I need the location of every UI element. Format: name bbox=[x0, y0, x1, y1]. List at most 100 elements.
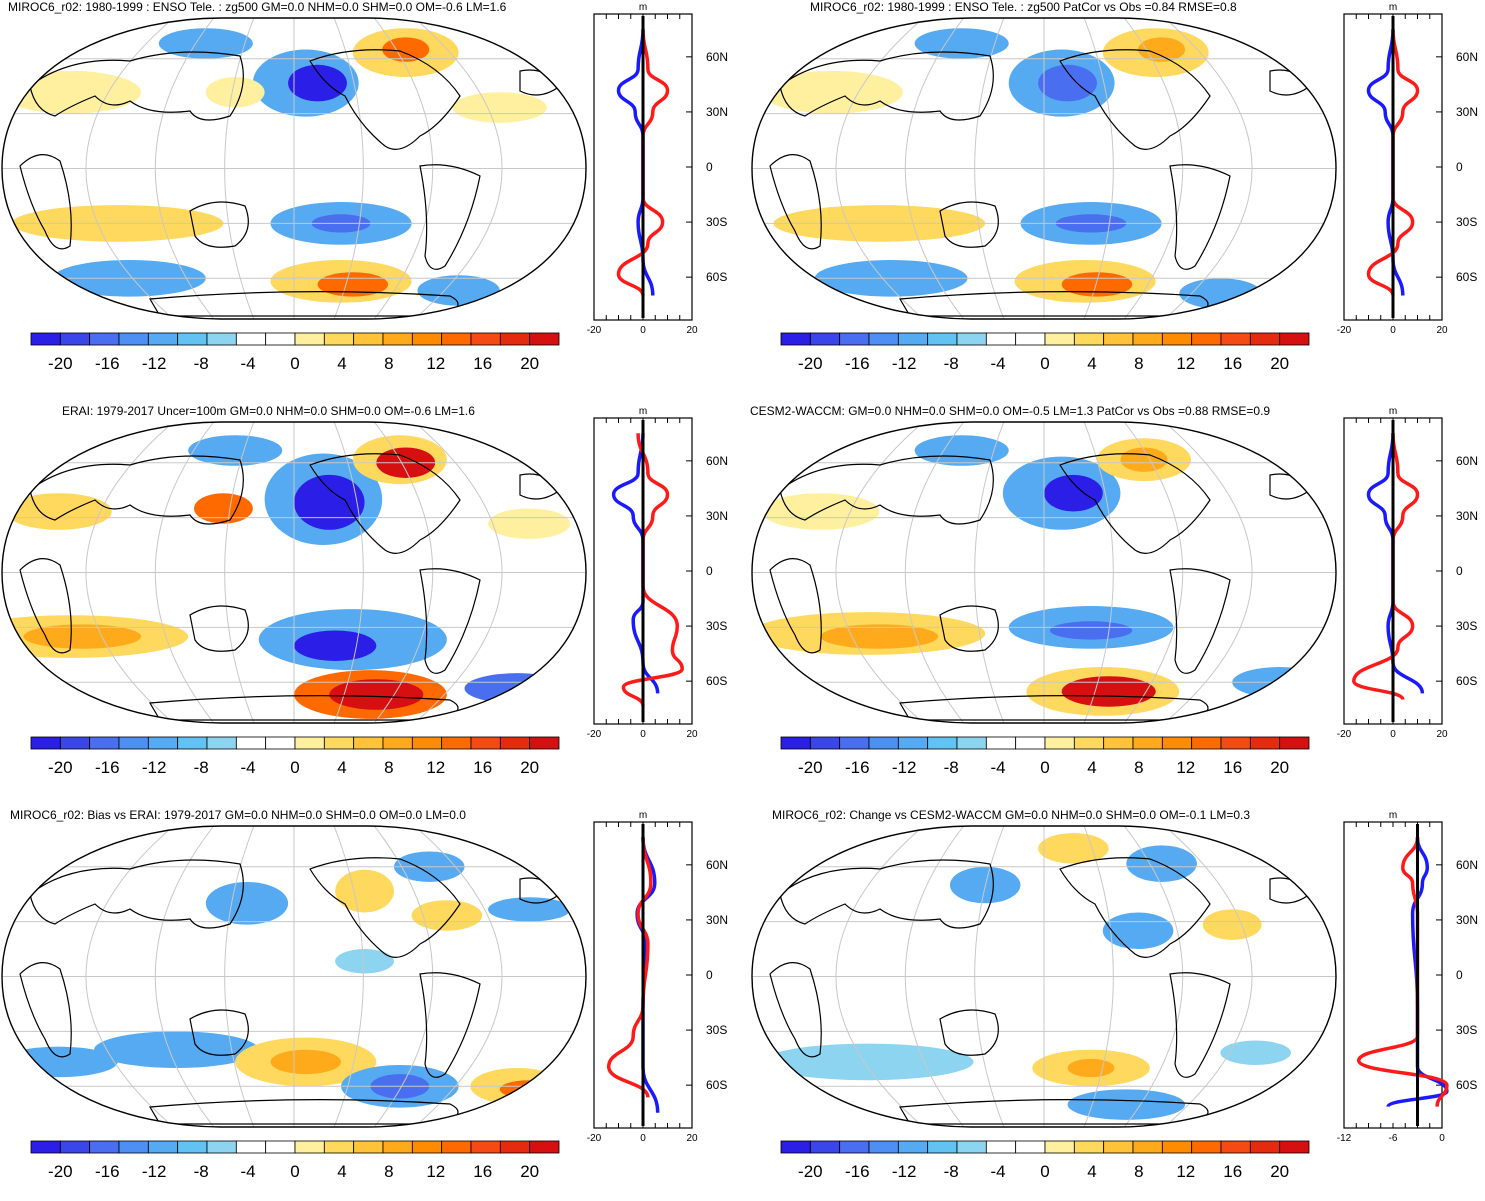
colorbar-swatch bbox=[1015, 736, 1046, 750]
coastline bbox=[189, 201, 249, 248]
anomaly-field bbox=[188, 435, 283, 466]
colorbar-swatch bbox=[294, 736, 325, 750]
colorbar-label: 12 bbox=[1176, 354, 1196, 373]
colorbar-swatch bbox=[147, 736, 179, 750]
lat-label: 30S bbox=[1456, 1023, 1477, 1037]
colorbar-swatch bbox=[353, 736, 384, 750]
anomaly-field bbox=[1102, 912, 1174, 950]
lat-label: 30N bbox=[1456, 509, 1478, 523]
lat-label: 60N bbox=[706, 858, 728, 872]
colorbar-label: -16 bbox=[844, 354, 870, 373]
colorbar-swatch bbox=[470, 736, 501, 750]
anomaly-field bbox=[488, 508, 571, 539]
colorbar-label: 4 bbox=[1087, 758, 1097, 777]
colorbar-swatch bbox=[206, 332, 237, 346]
panel-cesm2-waccm: CESM2-WACCM: GM=0.0 NHM=0.0 SHM=0.0 OM=-… bbox=[750, 404, 1485, 797]
coastline bbox=[1169, 568, 1231, 674]
coastline bbox=[779, 859, 994, 929]
colorbar-label: 20 bbox=[520, 354, 540, 373]
colorbar-swatch bbox=[411, 1140, 443, 1154]
anomaly-field bbox=[761, 1043, 974, 1081]
colorbar-swatch bbox=[1132, 1140, 1163, 1154]
profile-xtick: 0 bbox=[1390, 325, 1396, 336]
anomaly-field bbox=[488, 897, 571, 922]
coastline bbox=[769, 558, 822, 654]
colorbar-label: 20 bbox=[1270, 354, 1290, 373]
panel-miroc6-patcor: MIROC6_r02: 1980-1999 : ENSO Tele. : zg5… bbox=[750, 0, 1485, 393]
panel-change: MIROC6_r02: Change vs CESM2-WACCM GM=0.0… bbox=[750, 808, 1485, 1201]
colorbar-swatch bbox=[294, 1140, 325, 1154]
zonal-profile: m 60N 30N 0 30S 60S -12 -6 0 bbox=[1337, 810, 1478, 1144]
colorbar-swatch bbox=[30, 736, 61, 750]
coastline bbox=[19, 154, 72, 250]
colorbar-swatch bbox=[118, 332, 149, 346]
lat-label: 30N bbox=[706, 913, 728, 927]
profile-unit: m bbox=[1389, 406, 1397, 417]
colorbar-label: -12 bbox=[891, 1162, 917, 1181]
panel-title: ERAI: 1979-2017 Uncer=100m GM=0.0 NHM=0.… bbox=[62, 404, 475, 418]
coastline bbox=[779, 455, 994, 525]
coastline bbox=[1059, 453, 1211, 554]
anomaly-field bbox=[1049, 621, 1133, 640]
lat-label: 0 bbox=[706, 564, 713, 578]
lat-label: 60S bbox=[1456, 674, 1477, 688]
profile-red-line bbox=[1352, 433, 1420, 701]
anomaly-field bbox=[1038, 64, 1097, 102]
colorbar-swatch bbox=[499, 332, 531, 346]
colorbar-swatch bbox=[985, 332, 1017, 346]
lat-label: 30S bbox=[706, 1023, 727, 1037]
colorbar-label: -4 bbox=[240, 1162, 256, 1181]
colorbar-swatch bbox=[1103, 1140, 1134, 1154]
coastline bbox=[419, 164, 481, 270]
lat-label: 30S bbox=[1456, 215, 1477, 229]
profile-xtick: 0 bbox=[1390, 729, 1396, 740]
colorbar-swatch bbox=[353, 332, 384, 346]
coastline bbox=[29, 51, 244, 121]
colorbar-swatch bbox=[1161, 332, 1193, 346]
colorbar-label: 16 bbox=[1223, 1162, 1243, 1181]
anomaly-field bbox=[1220, 1040, 1291, 1065]
colorbar-label: 4 bbox=[1087, 1162, 1097, 1181]
colorbar-swatch bbox=[1191, 332, 1222, 346]
lat-label: 60N bbox=[706, 50, 728, 64]
colorbar-label: -4 bbox=[990, 758, 1006, 777]
colorbar-swatch bbox=[1249, 736, 1281, 750]
robinson-map bbox=[751, 421, 1337, 724]
colorbar-swatch bbox=[441, 736, 472, 750]
profile-blue-line bbox=[635, 837, 660, 1113]
panel-bias: MIROC6_r02: Bias vs ERAI: 1979-2017 GM=0… bbox=[0, 808, 742, 1201]
colorbar-label: 12 bbox=[1176, 1162, 1196, 1181]
colorbar-label: -12 bbox=[891, 354, 917, 373]
lat-label: 30S bbox=[1456, 619, 1477, 633]
colorbar-swatch bbox=[1015, 332, 1046, 346]
colorbar-label: 12 bbox=[426, 758, 446, 777]
colorbar-swatch bbox=[1161, 736, 1193, 750]
panel-title: MIROC6_r02: Bias vs ERAI: 1979-2017 GM=0… bbox=[10, 808, 466, 822]
anomaly-field bbox=[194, 493, 253, 524]
colorbar-swatch bbox=[927, 332, 958, 346]
lat-label: 60N bbox=[1456, 858, 1478, 872]
coastline bbox=[939, 201, 999, 248]
colorbar-label: 12 bbox=[1176, 758, 1196, 777]
colorbar-swatch bbox=[323, 1140, 355, 1154]
colorbar-swatch bbox=[441, 332, 472, 346]
colorbar-label: 8 bbox=[1134, 354, 1144, 373]
colorbar-label: 0 bbox=[290, 758, 300, 777]
coastline bbox=[309, 453, 461, 554]
colorbar-swatch bbox=[382, 1140, 413, 1154]
colorbar-label: 4 bbox=[337, 1162, 347, 1181]
map-border bbox=[751, 825, 1337, 1128]
colorbar-swatch bbox=[265, 1140, 296, 1154]
colorbar-label: -4 bbox=[990, 354, 1006, 373]
panel-title: CESM2-WACCM: GM=0.0 NHM=0.0 SHM=0.0 OM=-… bbox=[750, 404, 1271, 418]
colorbar-swatch bbox=[780, 736, 811, 750]
profile-unit: m bbox=[639, 2, 647, 13]
colorbar-label: -8 bbox=[943, 1162, 959, 1181]
colorbar-swatch bbox=[1191, 736, 1222, 750]
colorbar-swatch bbox=[1220, 1140, 1251, 1154]
colorbar-label: 16 bbox=[1223, 758, 1243, 777]
colorbar-swatch bbox=[499, 736, 531, 750]
colorbar-label: -20 bbox=[48, 354, 73, 373]
colorbar-label: 16 bbox=[1223, 354, 1243, 373]
profile-unit: m bbox=[1389, 810, 1397, 821]
